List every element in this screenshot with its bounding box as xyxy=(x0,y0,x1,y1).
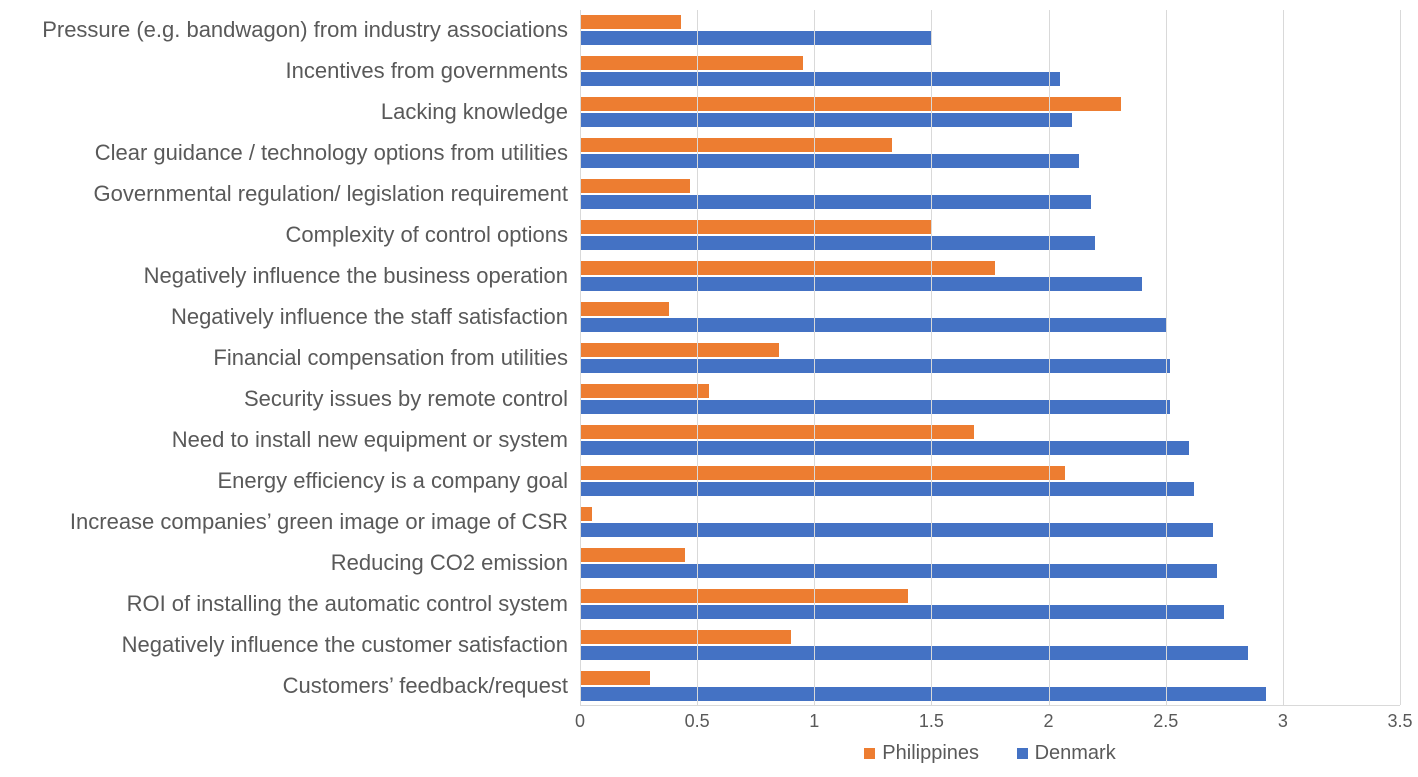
y-category-label: Customers’ feedback/request xyxy=(0,674,568,698)
bar-denmark xyxy=(580,523,1213,537)
grid-line xyxy=(1166,10,1167,705)
y-category-label: Financial compensation from utilities xyxy=(0,346,568,370)
grid-line xyxy=(580,10,581,705)
bars-layer xyxy=(580,10,1400,705)
y-category-label: Reducing CO2 emission xyxy=(0,551,568,575)
x-tick-label: 3 xyxy=(1278,711,1288,732)
y-category-label: Increase companies’ green image or image… xyxy=(0,510,568,534)
bar-philippines xyxy=(580,507,592,521)
y-category-label: Governmental regulation/ legislation req… xyxy=(0,182,568,206)
y-category-label: Negatively influence the business operat… xyxy=(0,264,568,288)
bar-philippines xyxy=(580,384,709,398)
legend-swatch-denmark xyxy=(1017,748,1028,759)
y-axis-labels: Pressure (e.g. bandwagon) from industry … xyxy=(0,10,568,706)
bar-philippines xyxy=(580,138,892,152)
bar-denmark xyxy=(580,400,1170,414)
bar-philippines xyxy=(580,261,995,275)
bar-denmark xyxy=(580,605,1224,619)
bar-denmark xyxy=(580,195,1091,209)
bar-denmark xyxy=(580,277,1142,291)
bar-denmark xyxy=(580,72,1060,86)
bar-denmark xyxy=(580,482,1194,496)
legend: Philippines Denmark xyxy=(580,742,1400,765)
bar-philippines xyxy=(580,220,931,234)
bar-philippines xyxy=(580,630,791,644)
x-tick-label: 2.5 xyxy=(1153,711,1178,732)
x-tick-label: 0.5 xyxy=(685,711,710,732)
y-category-label: Lacking knowledge xyxy=(0,100,568,124)
bar-philippines xyxy=(580,548,685,562)
grid-line xyxy=(1283,10,1284,705)
bar-philippines xyxy=(580,425,974,439)
bar-philippines xyxy=(580,671,650,685)
bar-denmark xyxy=(580,646,1248,660)
bar-philippines xyxy=(580,302,669,316)
y-category-label: ROI of installing the automatic control … xyxy=(0,592,568,616)
bar-philippines xyxy=(580,56,803,70)
bar-denmark xyxy=(580,564,1217,578)
x-tick-label: 0 xyxy=(575,711,585,732)
legend-label-denmark: Denmark xyxy=(1035,742,1116,765)
y-category-label: Pressure (e.g. bandwagon) from industry … xyxy=(0,18,568,42)
grid-line xyxy=(697,10,698,705)
bar-denmark xyxy=(580,113,1072,127)
y-category-label: Security issues by remote control xyxy=(0,387,568,411)
bar-denmark xyxy=(580,318,1166,332)
grouped-horizontal-bar-chart: Pressure (e.g. bandwagon) from industry … xyxy=(0,0,1418,777)
legend-label-philippines: Philippines xyxy=(882,742,979,765)
x-tick-label: 1 xyxy=(809,711,819,732)
y-category-label: Energy efficiency is a company goal xyxy=(0,469,568,493)
bar-denmark xyxy=(580,236,1095,250)
bar-philippines xyxy=(580,589,908,603)
legend-item-denmark: Denmark xyxy=(1017,742,1116,765)
y-category-label: Need to install new equipment or system xyxy=(0,428,568,452)
y-category-label: Negatively influence the staff satisfact… xyxy=(0,305,568,329)
x-tick-label: 1.5 xyxy=(919,711,944,732)
y-category-label: Clear guidance / technology options from… xyxy=(0,141,568,165)
bar-philippines xyxy=(580,179,690,193)
bar-philippines xyxy=(580,466,1065,480)
grid-line xyxy=(814,10,815,705)
y-category-label: Negatively influence the customer satisf… xyxy=(0,633,568,657)
bar-denmark xyxy=(580,154,1079,168)
bar-denmark xyxy=(580,31,931,45)
bar-philippines xyxy=(580,343,779,357)
plot-area: 00.511.522.533.5 xyxy=(580,10,1400,706)
x-tick-label: 3.5 xyxy=(1387,711,1412,732)
x-tick-label: 2 xyxy=(1044,711,1054,732)
bar-denmark xyxy=(580,359,1170,373)
bar-philippines xyxy=(580,15,681,29)
bar-philippines xyxy=(580,97,1121,111)
y-category-label: Complexity of control options xyxy=(0,223,568,247)
grid-line xyxy=(1400,10,1401,705)
grid-line xyxy=(931,10,932,705)
legend-swatch-philippines xyxy=(864,748,875,759)
legend-item-philippines: Philippines xyxy=(864,742,979,765)
bar-denmark xyxy=(580,687,1266,701)
y-category-label: Incentives from governments xyxy=(0,59,568,83)
bar-denmark xyxy=(580,441,1189,455)
grid-line xyxy=(1049,10,1050,705)
